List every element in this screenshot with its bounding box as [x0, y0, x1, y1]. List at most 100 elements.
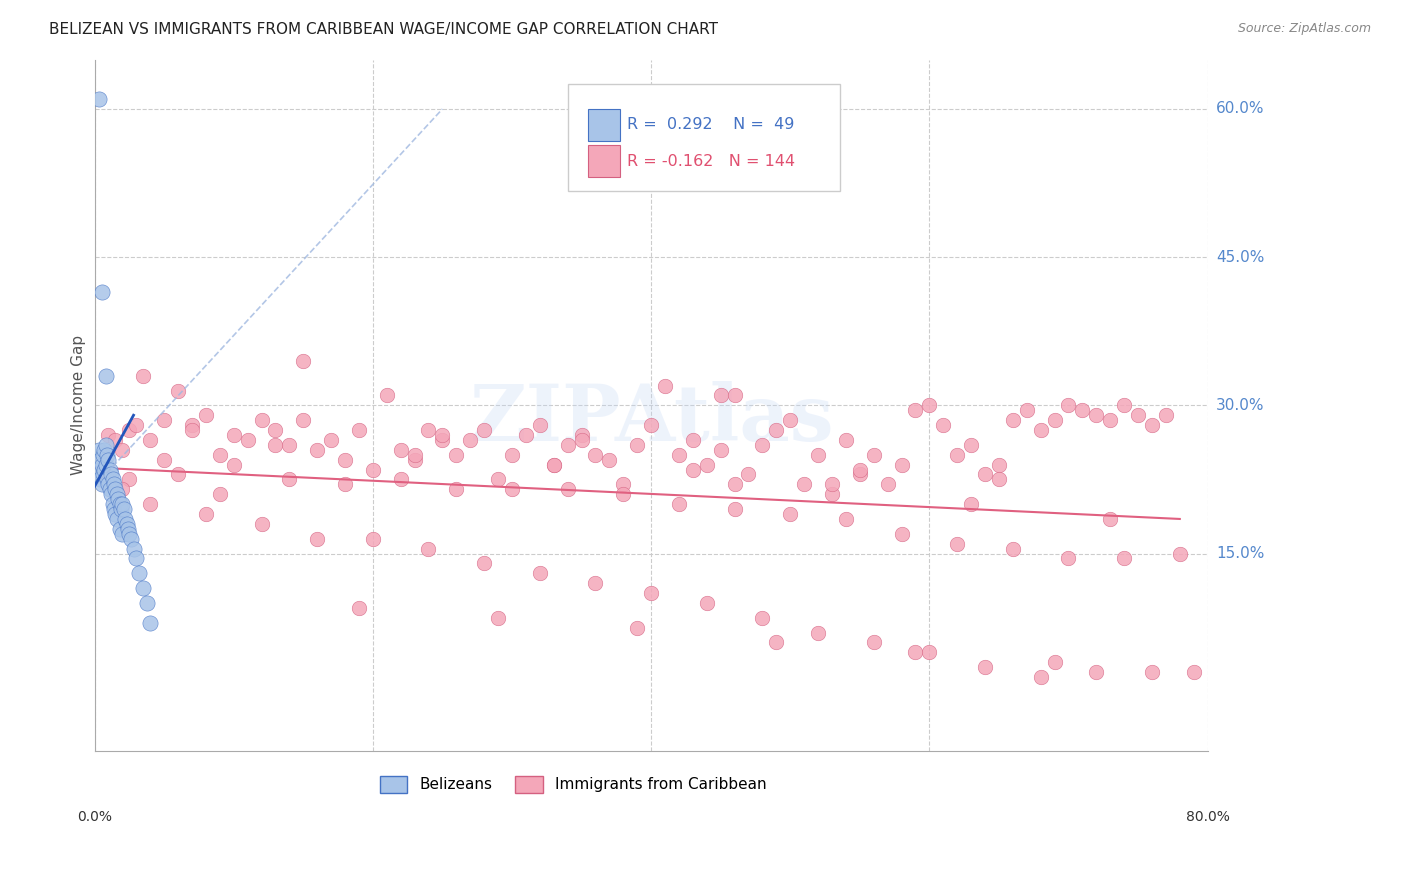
Point — [1029, 423, 1052, 437]
Point — [208, 487, 231, 501]
Point — [1154, 409, 1177, 423]
Point — [97, 452, 120, 467]
Point — [765, 635, 787, 649]
Point — [723, 477, 745, 491]
Text: 80.0%: 80.0% — [1185, 810, 1230, 824]
Point — [115, 516, 138, 531]
Point — [167, 384, 190, 398]
Point — [97, 428, 120, 442]
Point — [100, 467, 122, 482]
Point — [779, 507, 801, 521]
Point — [1099, 413, 1122, 427]
Point — [1029, 670, 1052, 684]
Point — [557, 483, 579, 497]
Point — [849, 462, 872, 476]
Point — [1085, 665, 1108, 679]
Point — [1057, 551, 1080, 566]
Point — [208, 448, 231, 462]
Point — [807, 448, 830, 462]
Point — [1001, 541, 1024, 556]
Point — [333, 452, 356, 467]
Point — [946, 448, 969, 462]
Point — [418, 423, 440, 437]
Point — [974, 660, 997, 674]
Point — [181, 418, 204, 433]
Point — [108, 497, 131, 511]
Point — [751, 611, 773, 625]
Point — [835, 512, 858, 526]
Point — [765, 423, 787, 437]
Point — [1099, 512, 1122, 526]
FancyBboxPatch shape — [588, 109, 620, 141]
Point — [640, 418, 662, 433]
Point — [529, 566, 551, 581]
Point — [612, 487, 634, 501]
Point — [89, 452, 111, 467]
Point — [668, 448, 690, 462]
Point — [904, 645, 927, 659]
Point — [103, 477, 125, 491]
Point — [946, 536, 969, 550]
Y-axis label: Wage/Income Gap: Wage/Income Gap — [72, 335, 86, 475]
Point — [723, 502, 745, 516]
Point — [181, 423, 204, 437]
Point — [110, 502, 132, 516]
Point — [250, 413, 273, 427]
Point — [1001, 413, 1024, 427]
Point — [1126, 409, 1149, 423]
Point — [862, 448, 884, 462]
Point — [543, 458, 565, 472]
Point — [654, 378, 676, 392]
Point — [128, 566, 150, 581]
Point — [105, 512, 128, 526]
Point — [1043, 413, 1066, 427]
Point — [1114, 551, 1136, 566]
Point — [104, 433, 127, 447]
Point — [890, 526, 912, 541]
Point — [114, 512, 136, 526]
Point — [125, 551, 148, 566]
Point — [918, 645, 941, 659]
Point — [122, 541, 145, 556]
Point — [501, 448, 523, 462]
Point — [404, 452, 426, 467]
FancyBboxPatch shape — [588, 145, 620, 178]
Point — [1140, 418, 1163, 433]
Text: 0.0%: 0.0% — [77, 810, 112, 824]
Text: 45.0%: 45.0% — [1216, 250, 1264, 265]
Point — [432, 428, 454, 442]
Point — [389, 442, 412, 457]
Point — [987, 472, 1010, 486]
Point — [347, 423, 370, 437]
Point — [640, 586, 662, 600]
Point — [90, 458, 112, 472]
Point — [111, 526, 134, 541]
Point — [87, 442, 110, 457]
Point — [1168, 547, 1191, 561]
Point — [94, 458, 117, 472]
Point — [108, 522, 131, 536]
Point — [139, 497, 162, 511]
Point — [876, 477, 898, 491]
Point — [515, 428, 537, 442]
Point — [458, 433, 481, 447]
Point — [682, 462, 704, 476]
Point — [96, 472, 118, 486]
Point — [890, 458, 912, 472]
Point — [710, 442, 733, 457]
Point — [446, 448, 468, 462]
Point — [132, 581, 155, 595]
Legend: Belizeans, Immigrants from Caribbean: Belizeans, Immigrants from Caribbean — [374, 770, 773, 798]
Point — [626, 438, 648, 452]
Point — [389, 472, 412, 486]
Point — [319, 433, 342, 447]
Point — [104, 507, 127, 521]
Point — [821, 477, 844, 491]
Point — [486, 472, 509, 486]
Point — [904, 403, 927, 417]
Point — [101, 472, 124, 486]
Point — [807, 625, 830, 640]
Point — [139, 615, 162, 630]
Point — [111, 483, 134, 497]
Point — [585, 576, 607, 591]
